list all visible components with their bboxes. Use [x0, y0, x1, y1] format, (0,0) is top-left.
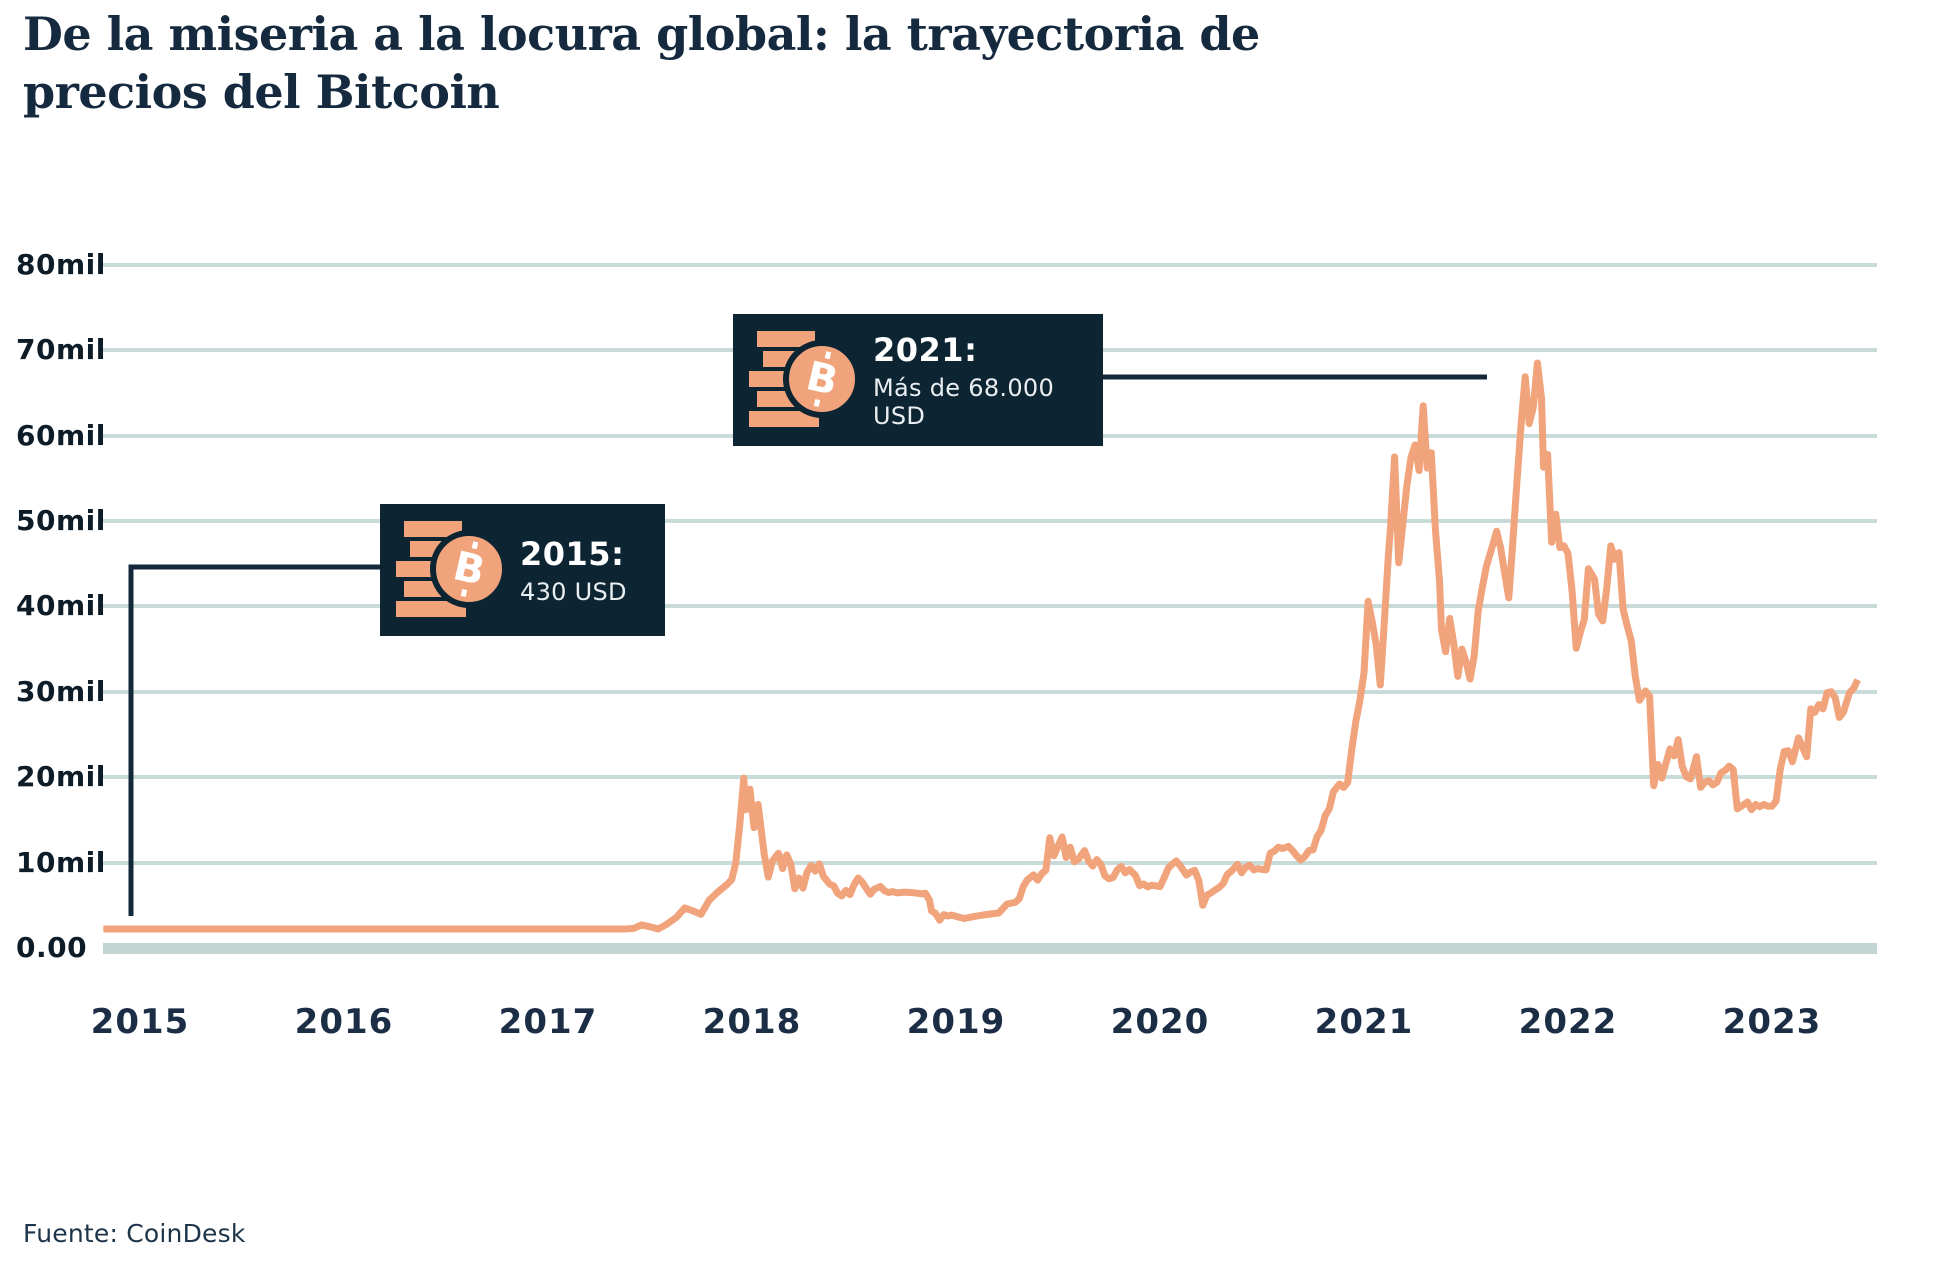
page-title-line-1: De la miseria a la locura global: la tra…: [23, 7, 1260, 61]
callout-2015-year: 2015:: [520, 534, 625, 573]
gridline-50mil: [103, 519, 1877, 523]
x-axis-label: 2017: [498, 1002, 598, 1042]
y-axis-label: 0.00: [16, 931, 88, 964]
x-axis-label: 2019: [906, 1002, 1006, 1042]
gridline-0.00: [103, 943, 1877, 954]
source-credit: Fuente: CoinDesk: [23, 1219, 246, 1248]
callout-2015: B 2015: 430 USD: [380, 504, 665, 636]
y-axis-label: 30mil: [16, 675, 106, 708]
gridline-10mil: [103, 861, 1877, 865]
callout-connector-2015: [128, 564, 382, 916]
page-title: De la miseria a la locura global: la tra…: [23, 6, 1423, 122]
y-axis-label: 10mil: [16, 846, 106, 879]
y-axis-label: 40mil: [16, 589, 106, 622]
x-axis-label: 2018: [702, 1002, 802, 1042]
gridline-40mil: [103, 604, 1877, 608]
y-axis-label: 60mil: [16, 419, 106, 452]
x-axis-label: 2023: [1722, 1002, 1822, 1042]
gridline-80mil: [103, 263, 1877, 267]
callout-2021: B 2021: Más de 68.000 USD: [733, 314, 1103, 446]
x-axis-label: 2022: [1518, 1002, 1618, 1042]
x-axis-label: 2020: [1110, 1002, 1210, 1042]
bitcoin-coin-icon: B: [430, 530, 508, 608]
gridline-30mil: [103, 690, 1877, 694]
bitcoin-coin-stack-icon: B: [749, 331, 861, 429]
x-axis-label: 2021: [1314, 1002, 1414, 1042]
gridline-20mil: [103, 775, 1877, 779]
y-axis-label: 20mil: [16, 760, 106, 793]
y-axis-label: 70mil: [16, 333, 106, 366]
x-axis-label: 2015: [90, 1002, 190, 1042]
callout-2021-year: 2021:: [873, 330, 978, 369]
bitcoin-coin-stack-icon: B: [396, 521, 508, 619]
callout-2015-value: 430 USD: [520, 577, 627, 606]
page-title-line-2: precios del Bitcoin: [23, 64, 500, 119]
y-axis-label: 80mil: [16, 248, 106, 281]
bitcoin-coin-icon: B: [783, 340, 861, 418]
x-axis-label: 2016: [294, 1002, 394, 1042]
y-axis-label: 50mil: [16, 504, 106, 537]
bitcoin-price-line: [103, 359, 1861, 933]
callout-2021-value: Más de 68.000 USD: [873, 373, 1055, 430]
